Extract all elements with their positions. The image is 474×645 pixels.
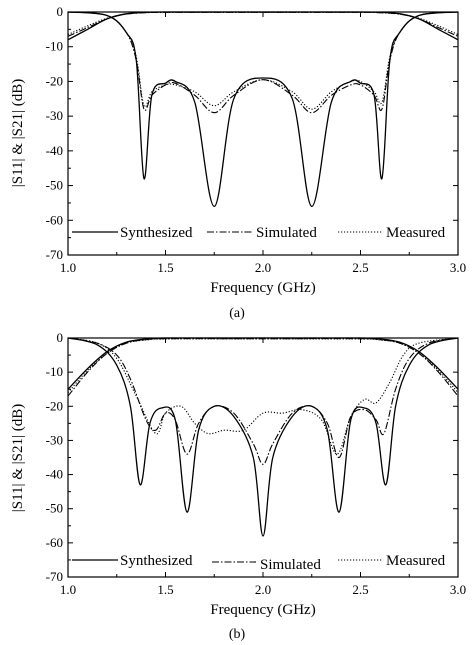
panel-b-caption: (b) bbox=[229, 627, 246, 642]
legend-b: Synthesized Simulated Measured bbox=[72, 553, 446, 573]
y-tick-label: 0 bbox=[57, 330, 64, 345]
legend-b-sim-label: Simulated bbox=[260, 557, 321, 573]
legend-a-sim-label: Simulated bbox=[256, 225, 317, 241]
y-tick-label: -70 bbox=[46, 569, 63, 584]
panel-a: 0 -10 -20 -30 -40 -50 -60 -70 1.0 1.5 2.0 2.5 3.0 |… bbox=[10, 4, 466, 321]
y-tick-label: -70 bbox=[46, 247, 63, 262]
x-tick-label: 2.0 bbox=[255, 582, 271, 597]
y-axis-label-a: |S11| & |S21| (dB) bbox=[10, 79, 26, 188]
y-tick-label: -50 bbox=[46, 178, 63, 193]
y-tick-label: -10 bbox=[46, 364, 63, 379]
y-tick-label: 0 bbox=[57, 4, 64, 19]
y-tick-label: -50 bbox=[46, 501, 63, 516]
series-a bbox=[67, 11, 459, 208]
y-tick-label: -20 bbox=[46, 73, 63, 88]
panel-a-caption: (a) bbox=[229, 306, 245, 321]
x-tick-label: 3.0 bbox=[450, 260, 466, 275]
x-tick-label: 2.5 bbox=[352, 582, 368, 597]
panel-b: 0 -10 -20 -30 -40 -50 -60 -70 1.0 1.5 2.0 2.5 3.0 |… bbox=[10, 330, 466, 642]
x-tick-label: 3.0 bbox=[450, 582, 466, 597]
x-ticks-b: 1.0 1.5 2.0 2.5 3.0 bbox=[60, 338, 466, 597]
series-line-measured-s11 bbox=[67, 11, 459, 110]
series-line-synthesized-s11 bbox=[67, 11, 459, 208]
x-axis-label-a: Frequency (GHz) bbox=[210, 280, 315, 296]
series-line-simulated-s11 bbox=[67, 11, 459, 114]
x-ticks-a: 1.0 1.5 2.0 2.5 3.0 bbox=[60, 12, 466, 275]
x-tick-label: 2.5 bbox=[352, 260, 368, 275]
y-tick-label: -30 bbox=[46, 432, 63, 447]
y-axis-label-b: |S11| & |S21| (dB) bbox=[10, 404, 26, 513]
series-line-measured-s21 bbox=[67, 11, 459, 36]
y-tick-label: -20 bbox=[46, 398, 63, 413]
y-tick-label: -10 bbox=[46, 39, 63, 54]
series-b bbox=[67, 337, 459, 537]
series-line-measured-s11 bbox=[67, 337, 459, 455]
x-tick-label: 1.0 bbox=[60, 260, 76, 275]
series-line-simulated-s11 bbox=[67, 337, 459, 465]
legend-a-synth-label: Synthesized bbox=[120, 225, 193, 241]
y-tick-label: -40 bbox=[46, 143, 63, 158]
legend-b-synth-label: Synthesized bbox=[120, 553, 193, 569]
series-line-simulated-s21 bbox=[67, 338, 459, 397]
series-line-synthesized-s11 bbox=[67, 337, 459, 537]
plot-frame-a bbox=[67, 11, 459, 256]
x-tick-label: 1.5 bbox=[157, 582, 173, 597]
legend-a: Synthesized Simulated Measured bbox=[72, 225, 446, 241]
x-tick-label: 1.5 bbox=[157, 260, 173, 275]
x-axis-label-b: Frequency (GHz) bbox=[210, 602, 315, 618]
series-line-simulated-s21 bbox=[67, 11, 459, 37]
x-tick-label: 1.0 bbox=[60, 582, 76, 597]
y-tick-label: -60 bbox=[46, 212, 63, 227]
plot-frame-b bbox=[67, 337, 459, 578]
y-tick-label: -40 bbox=[46, 467, 63, 482]
y-ticks-a: 0 -10 -20 -30 -40 -50 -60 -70 bbox=[46, 4, 458, 262]
legend-b-meas-label: Measured bbox=[386, 553, 446, 569]
series-line-synthesized-s21 bbox=[67, 337, 459, 390]
y-tick-label: -60 bbox=[46, 535, 63, 550]
y-tick-label: -30 bbox=[46, 108, 63, 123]
x-tick-label: 2.0 bbox=[255, 260, 271, 275]
y-ticks-b: 0 -10 -20 -30 -40 -50 -60 -70 bbox=[46, 330, 458, 584]
legend-a-meas-label: Measured bbox=[386, 225, 446, 241]
series-line-measured-s21 bbox=[67, 338, 459, 393]
